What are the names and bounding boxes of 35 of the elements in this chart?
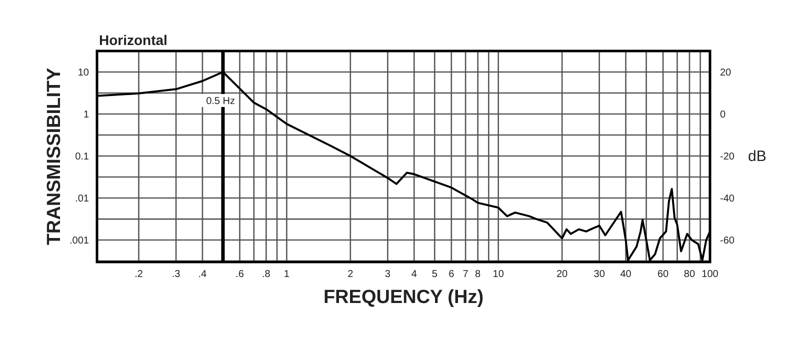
x-tick-label: 4 <box>411 269 418 280</box>
y-tick-label: 0.1 <box>75 152 90 163</box>
y-tick-label: .01 <box>75 194 90 205</box>
x-tick-label: 10 <box>492 269 504 280</box>
chart-title: Horizontal <box>99 32 168 48</box>
x-tick-label: 30 <box>594 269 606 280</box>
x-tick-label: .3 <box>172 269 181 280</box>
x-tick-label: 100 <box>702 269 719 280</box>
x-tick-label: .6 <box>236 269 244 280</box>
y-tick-label: 1 <box>83 110 90 120</box>
x-tick-label: .4 <box>198 269 208 280</box>
x-tick-label: 7 <box>462 269 469 280</box>
y2-tick-label: -60 <box>720 235 735 246</box>
y2-tick-label: -40 <box>720 193 735 204</box>
x-tick-label: 5 <box>432 269 438 280</box>
y2-tick-label: 20 <box>720 67 732 78</box>
y2-axis-title: dB <box>748 148 766 165</box>
y-axis-title: TRANSMISSIBILITY <box>44 68 65 246</box>
ref-line-label: 0.5 Hz <box>206 96 235 107</box>
x-tick-label: 2 <box>348 269 354 280</box>
y2-tick-label: -20 <box>720 151 735 162</box>
x-tick-label: 80 <box>684 269 696 280</box>
y-tick-label: 10 <box>78 67 90 78</box>
x-axis-title: FREQUENCY (Hz) <box>323 287 484 308</box>
x-tick-label: 8 <box>475 269 482 280</box>
x-tick-label: 1 <box>284 269 290 280</box>
x-tick-label: 6 <box>448 269 455 280</box>
x-tick-label: 60 <box>657 269 670 280</box>
x-tick-label: 20 <box>556 269 568 280</box>
x-tick-label: 40 <box>620 269 632 280</box>
x-tick-label: .2 <box>134 269 144 280</box>
x-tick-label: 3 <box>384 269 391 280</box>
x-tick-label: .8 <box>262 269 271 280</box>
y2-tick-label: 0 <box>720 109 726 120</box>
y-tick-label: .001 <box>70 236 90 247</box>
